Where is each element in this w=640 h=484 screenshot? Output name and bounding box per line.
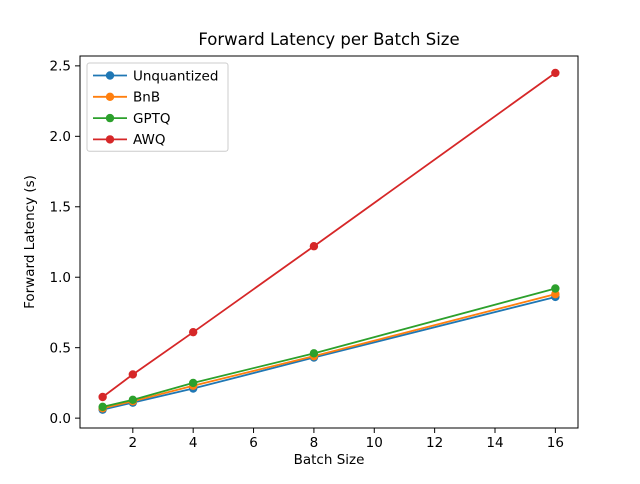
y-axis-label: Forward Latency (s)	[22, 175, 38, 309]
x-tick-label: 2	[129, 435, 138, 451]
y-tick-label: 0.0	[50, 411, 71, 427]
legend-sample-marker	[105, 113, 115, 123]
data-point-gptq	[98, 402, 107, 412]
legend-label-unquantized: Unquantized	[133, 68, 218, 84]
y-tick-label: 1.5	[50, 200, 71, 216]
x-axis-label: Batch Size	[294, 452, 365, 468]
data-point-awq	[98, 392, 107, 402]
legend-label-awq: AWQ	[133, 132, 165, 148]
y-axis-ticks: 0.0 0.5 1.0 1.5 2.0 2.5	[50, 59, 80, 427]
plot-border	[79, 55, 579, 429]
y-tick-label: 2.5	[50, 59, 71, 75]
y-tick-label: 1.0	[50, 270, 71, 286]
data-point-awq	[551, 68, 560, 78]
x-tick-label: 6	[249, 435, 258, 451]
legend-sample-marker	[105, 135, 115, 144]
legend: Unquantized BnB GPTQ AWQ	[86, 62, 229, 152]
series-group	[98, 68, 560, 414]
legend-box	[86, 62, 229, 152]
data-point-gptq	[309, 349, 319, 358]
data-point-awq	[309, 242, 319, 251]
data-point-gptq	[188, 378, 198, 388]
legend-sample-marker	[105, 92, 115, 102]
x-tick-label: 8	[310, 435, 319, 451]
series-line-bnb	[102, 293, 556, 410]
x-tick-label: 16	[547, 435, 564, 451]
y-tick-label: 2.0	[50, 129, 71, 145]
series-line-unquantized	[102, 296, 556, 411]
x-tick-label: 14	[486, 435, 503, 451]
x-tick-label: 12	[426, 435, 443, 451]
x-tick-label: 10	[366, 435, 383, 451]
x-axis-ticks: 2 4 6 8 10 12 14 16	[129, 428, 564, 451]
chart-title: Forward Latency per Batch Size	[198, 30, 459, 49]
data-point-gptq	[128, 395, 138, 405]
x-tick-label: 4	[189, 435, 198, 451]
data-point-awq	[128, 370, 138, 379]
legend-label-gptq: GPTQ	[133, 111, 170, 127]
data-point-awq	[188, 327, 198, 337]
y-tick-label: 0.5	[50, 340, 71, 356]
data-point-gptq	[551, 284, 560, 293]
legend-sample-marker	[105, 71, 115, 80]
legend-label-bnb: BnB	[133, 90, 160, 106]
